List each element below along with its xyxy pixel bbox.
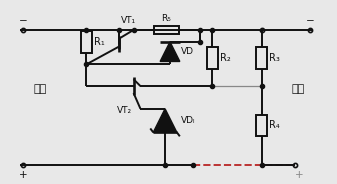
Bar	[256, 47, 267, 69]
Text: 输出: 输出	[292, 84, 305, 94]
Bar	[154, 26, 179, 34]
Text: 输入: 输入	[33, 84, 47, 94]
Bar	[207, 47, 218, 69]
Text: +: +	[295, 170, 303, 180]
Text: −: −	[19, 16, 28, 26]
Text: VT₁: VT₁	[121, 16, 136, 25]
Text: R₃: R₃	[270, 53, 280, 63]
Text: VD: VD	[181, 47, 194, 56]
Text: VT₂: VT₂	[117, 106, 131, 115]
Text: R₁: R₁	[94, 37, 105, 47]
Text: R₅: R₅	[162, 14, 172, 23]
Text: VDₗ: VDₗ	[181, 116, 195, 125]
Text: +: +	[19, 170, 28, 180]
Text: −: −	[305, 16, 314, 26]
Polygon shape	[160, 42, 180, 61]
Bar	[81, 31, 92, 53]
Polygon shape	[153, 109, 177, 132]
Bar	[256, 115, 267, 136]
Text: R₂: R₂	[220, 53, 231, 63]
Text: R₄: R₄	[270, 121, 280, 130]
